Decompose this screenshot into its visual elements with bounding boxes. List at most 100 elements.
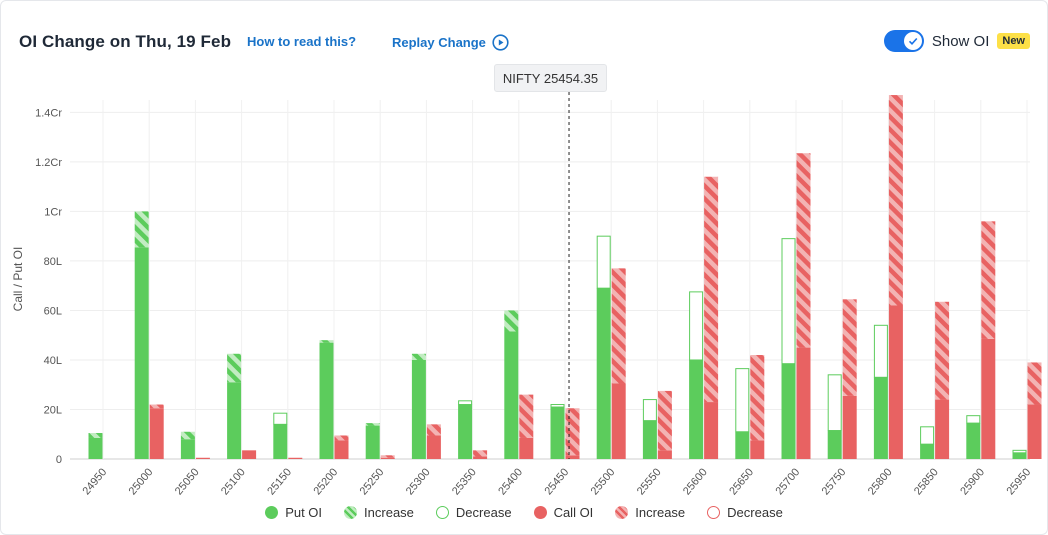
call-increase-bar [888, 95, 903, 306]
legend-swatch-icon [707, 506, 721, 519]
legend-label: Decrease [727, 505, 783, 520]
new-badge: New [997, 33, 1030, 49]
legend-label: Increase [364, 505, 414, 520]
x-tick-label: 25600 [681, 466, 710, 497]
legend-item-put-outline[interactable]: Decrease [435, 505, 512, 520]
put-oi-bar [227, 382, 242, 459]
header: OI Change on Thu, 19 Feb [19, 29, 231, 55]
call-oi-bar [288, 457, 303, 459]
put-oi-bar [134, 247, 149, 459]
put-oi-bar [920, 444, 935, 459]
call-oi-bar [380, 457, 395, 459]
call-increase-bar [796, 153, 811, 348]
x-tick-label: 25900 [958, 466, 987, 497]
chart-bars [88, 95, 1042, 459]
call-oi-bar [519, 437, 534, 459]
legend-item-put-hatch[interactable]: Increase [344, 505, 414, 520]
put-oi-bar [319, 342, 334, 459]
legend-item-call-solid[interactable]: Call OI [533, 505, 594, 520]
legend-label: Increase [635, 505, 686, 520]
put-decrease-bar [920, 426, 935, 445]
call-increase-bar [657, 390, 672, 451]
legend-label: Put OI [285, 505, 323, 520]
call-increase-bar [519, 394, 534, 438]
call-increase-bar [565, 408, 580, 456]
y-tick-label: 1.2Cr [35, 157, 62, 169]
x-tick-label: 25150 [265, 466, 294, 497]
x-tick-label: 25050 [173, 466, 202, 497]
legend-label: Decrease [455, 505, 512, 520]
put-increase-bar [180, 431, 195, 440]
put-oi-bar [966, 423, 981, 459]
x-tick-label: 25300 [404, 466, 433, 497]
x-tick-label: 25700 [773, 466, 802, 497]
x-tick-label: 25200 [311, 466, 340, 497]
put-oi-bar [273, 424, 288, 459]
legend-item-call-outline[interactable]: Decrease [707, 505, 783, 520]
check-icon [908, 37, 918, 45]
put-oi-bar [596, 288, 611, 459]
put-oi-bar [1012, 452, 1027, 459]
put-oi-bar [827, 430, 842, 459]
put-increase-bar [319, 340, 334, 343]
call-oi-bar [750, 440, 765, 459]
toggle-knob [903, 32, 922, 50]
x-tick-label: 25850 [912, 466, 941, 497]
x-tick-label: 25550 [635, 466, 664, 497]
spot-price-label: NIFTY 25454.35 [494, 64, 607, 92]
put-oi-bar [735, 431, 750, 459]
call-oi-bar [149, 408, 164, 459]
call-oi-bar [473, 456, 488, 459]
call-increase-bar [334, 435, 349, 441]
show-oi-control: Show OI New [883, 30, 1030, 52]
put-oi-bar [642, 420, 657, 459]
x-tick-label: 25650 [727, 466, 756, 497]
call-oi-bar [935, 399, 950, 459]
call-increase-bar [842, 299, 857, 396]
y-tick-label: 1Cr [44, 206, 62, 218]
how-to-read-link[interactable]: How to read this? [247, 34, 357, 49]
put-decrease-bar [827, 374, 842, 432]
put-decrease-bar [735, 368, 750, 433]
call-oi-bar [611, 383, 626, 459]
call-oi-bar [888, 305, 903, 459]
put-increase-bar [88, 433, 103, 438]
y-tick-label: 60L [44, 305, 62, 317]
call-oi-bar [1027, 404, 1042, 459]
call-oi-bar [195, 457, 210, 459]
legend-swatch-icon [265, 506, 279, 519]
legend-swatch-icon [435, 506, 449, 519]
legend-swatch-icon [533, 506, 547, 519]
y-tick-label: 20L [44, 404, 62, 416]
put-decrease-bar [642, 399, 657, 422]
call-increase-bar [426, 424, 441, 436]
put-decrease-bar [550, 404, 565, 408]
chart-legend: Put OI Increase Decrease Call OI Increase Dec… [0, 505, 1048, 520]
call-increase-bar [1027, 362, 1042, 405]
show-oi-toggle[interactable] [883, 30, 924, 52]
put-decrease-bar [596, 235, 611, 289]
put-decrease-bar [273, 412, 288, 425]
call-oi-bar [796, 347, 811, 459]
x-tick-label: 24950 [80, 466, 109, 497]
call-oi-bar [657, 450, 672, 459]
x-tick-label: 25750 [820, 466, 849, 497]
legend-item-put-solid[interactable]: Put OI [265, 505, 322, 520]
x-tick-label: 25400 [496, 466, 525, 497]
chart-grid [70, 100, 1030, 460]
call-oi-bar [842, 395, 857, 459]
legend-label: Call OI [553, 505, 594, 520]
legend-item-call-hatch[interactable]: Increase [615, 505, 685, 520]
put-increase-bar [504, 310, 519, 332]
put-oi-bar [365, 425, 380, 459]
call-increase-bar [473, 450, 488, 457]
x-tick-label: 25100 [219, 466, 248, 497]
x-tick-label: 25450 [542, 466, 571, 497]
put-decrease-bar [1012, 449, 1027, 454]
x-tick-label: 25950 [1004, 466, 1033, 497]
put-decrease-bar [689, 291, 704, 361]
put-oi-bar [180, 439, 195, 459]
replay-change-button[interactable]: Replay Change [392, 34, 509, 51]
put-oi-bar [458, 404, 473, 459]
